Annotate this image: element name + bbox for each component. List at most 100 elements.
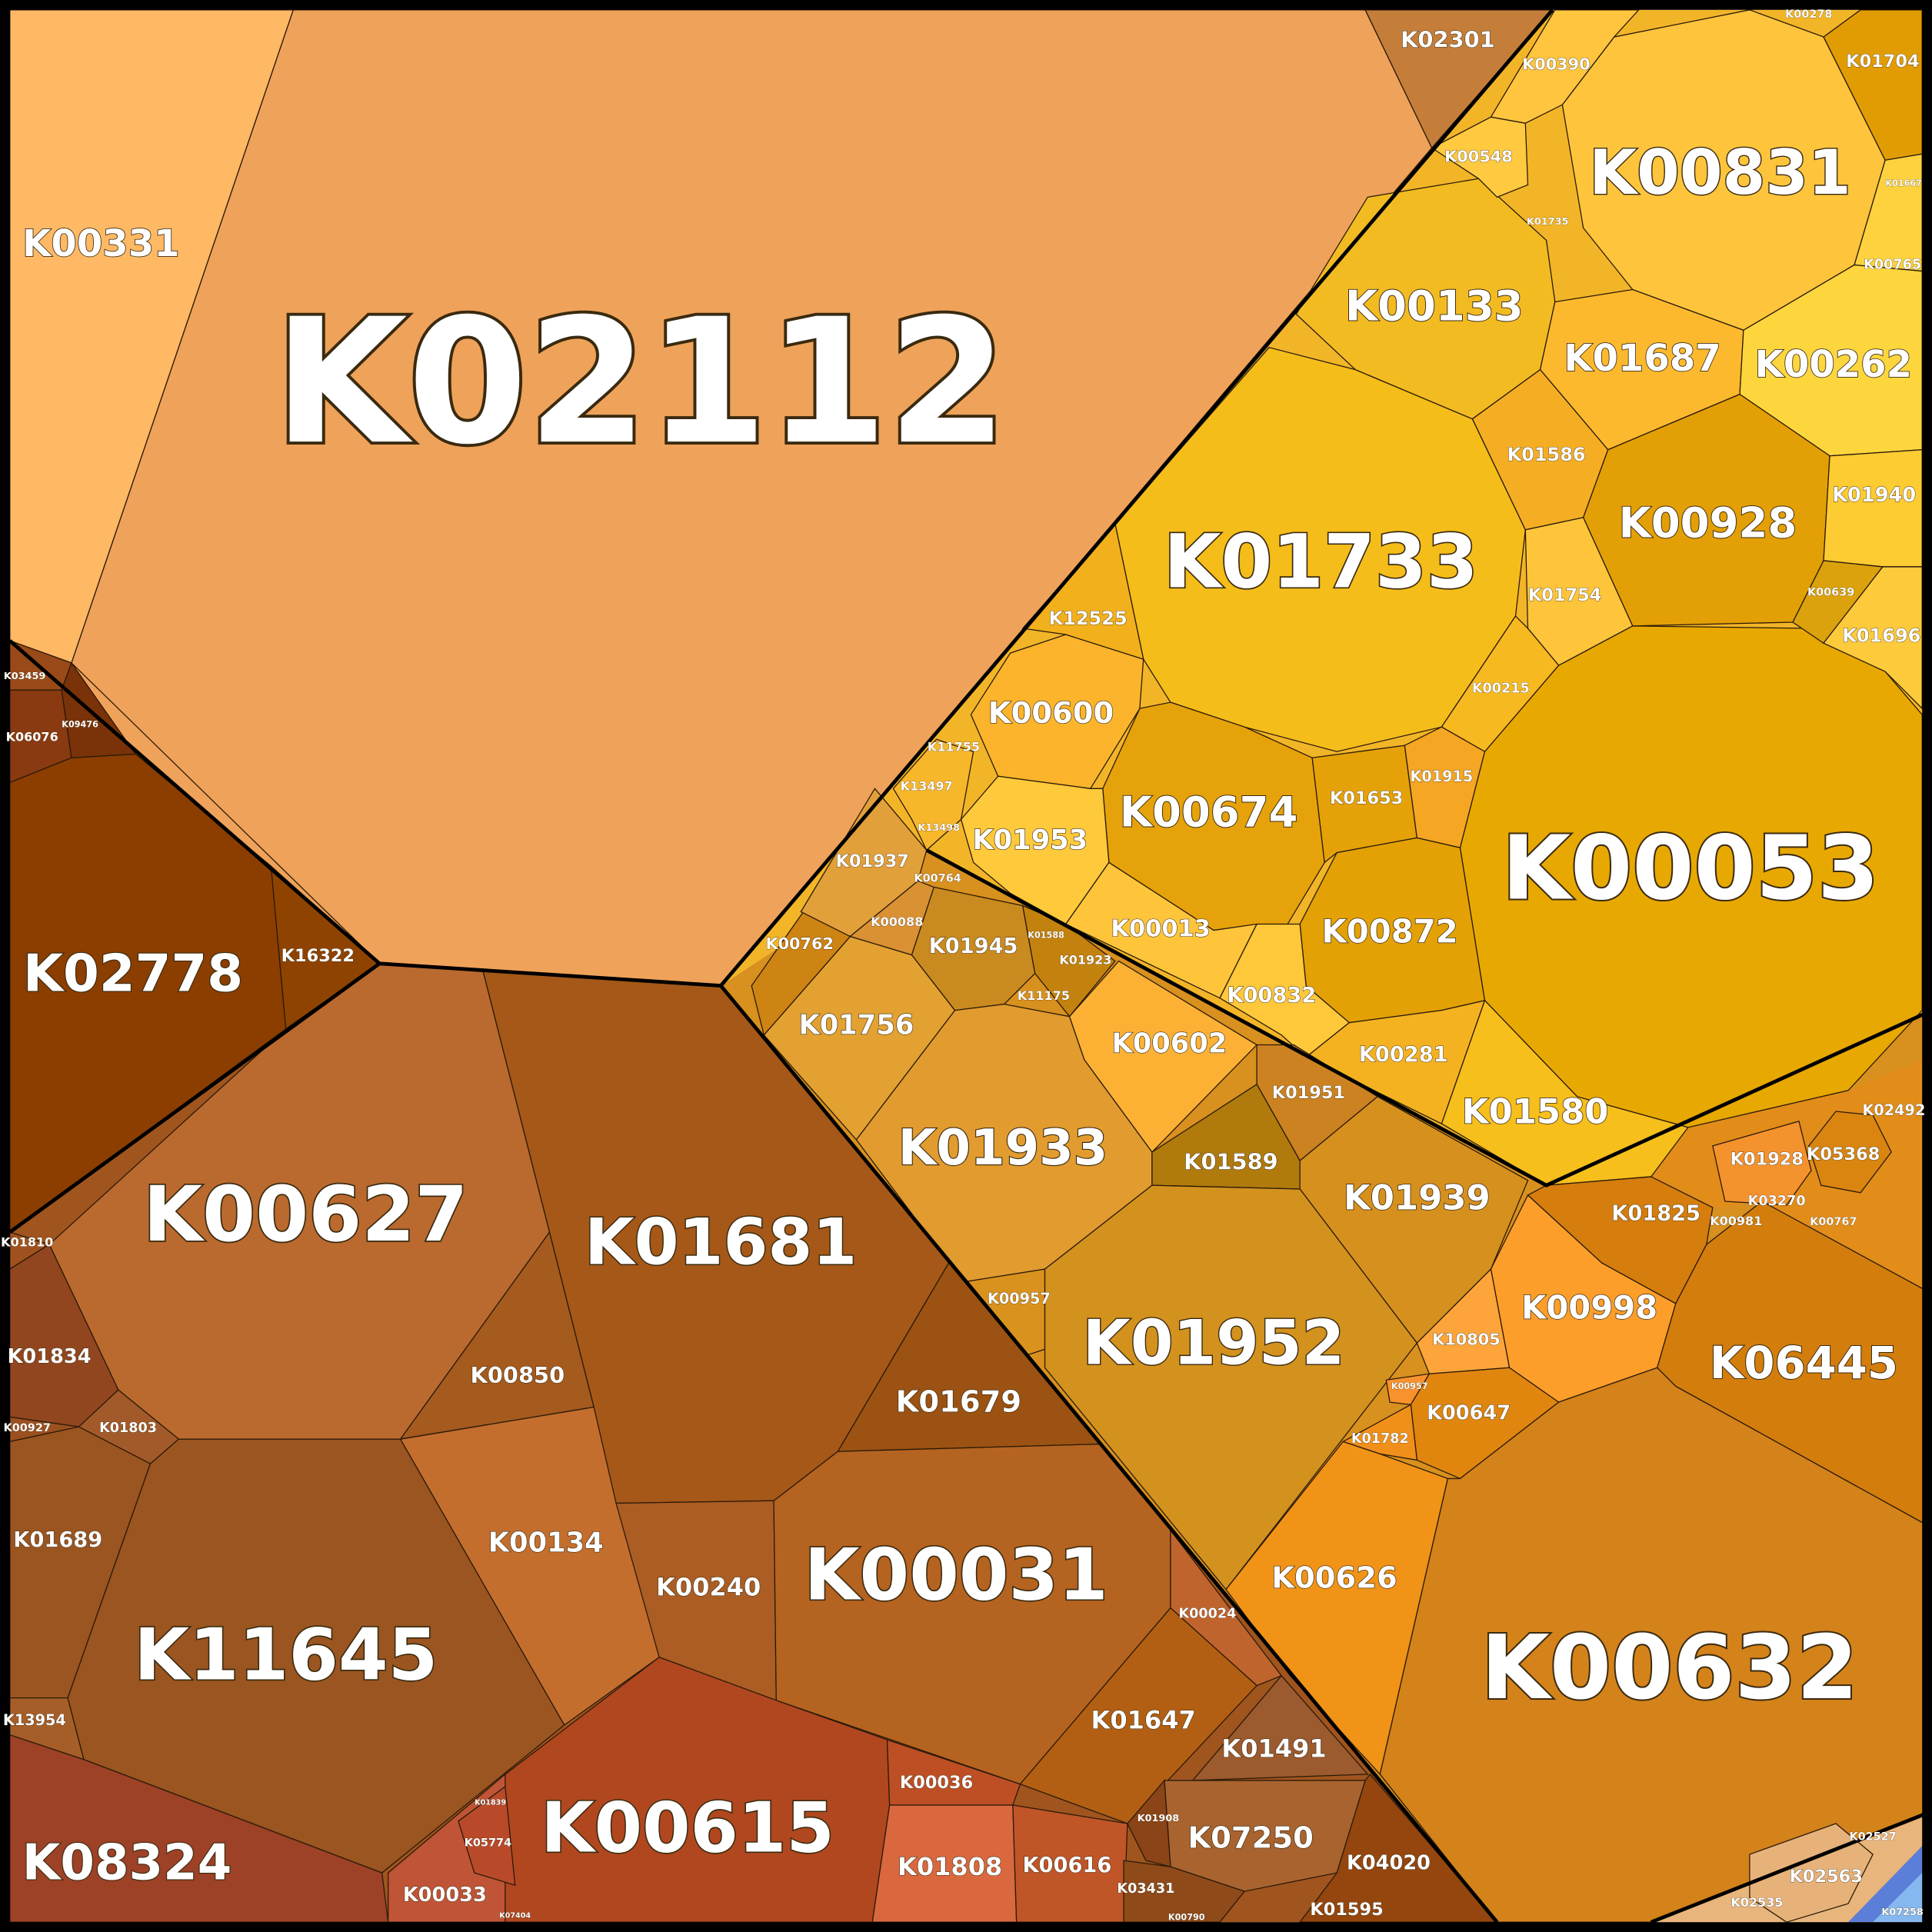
cell-label: K00762 xyxy=(765,934,834,953)
labels: K02112 K00331 K02301 K02778 K16322 K06076 K034… xyxy=(1,8,1926,1923)
cell xyxy=(1823,449,1923,568)
cell-label: K00872 xyxy=(1322,913,1458,951)
cell-label: K00036 xyxy=(900,1773,973,1793)
cell-label: K13498 xyxy=(918,822,961,834)
cell-label: K01939 xyxy=(1344,1178,1491,1218)
cell-label: K00639 xyxy=(1807,587,1854,599)
border xyxy=(1650,1809,1932,1924)
cell xyxy=(1304,999,1486,1124)
cell xyxy=(458,1785,516,1887)
cell-label: K02527 xyxy=(1849,1831,1896,1844)
cell-label: K01940 xyxy=(1832,484,1916,507)
cell-label: K02563 xyxy=(1790,1867,1863,1887)
cell xyxy=(1431,116,1529,198)
cell-label: K01839 xyxy=(475,1798,506,1807)
cell-label: K08324 xyxy=(22,1834,232,1891)
cells xyxy=(9,9,1932,1923)
cell-label: K00053 xyxy=(1502,817,1880,920)
cell-label: K01923 xyxy=(1059,952,1111,967)
cell-label: K00627 xyxy=(143,1171,468,1259)
cell-label: K03270 xyxy=(1748,1194,1806,1209)
cell-label: K13954 xyxy=(3,1711,66,1729)
cell-label: K01945 xyxy=(929,934,1018,958)
cell-label: K01681 xyxy=(585,1204,857,1279)
cell-label: K01733 xyxy=(1164,519,1478,605)
cell-label: K01491 xyxy=(1221,1734,1326,1763)
cell xyxy=(1404,726,1486,848)
cell xyxy=(1712,1121,1812,1206)
cell-label: K00548 xyxy=(1444,147,1513,165)
cell-label: K01687 xyxy=(1564,337,1720,380)
cell-label: K01595 xyxy=(1310,1900,1383,1920)
cell-label: K00998 xyxy=(1521,1288,1657,1326)
cell xyxy=(1127,1779,1171,1867)
cell-label: K00832 xyxy=(1227,984,1316,1008)
cell-label: K00390 xyxy=(1522,55,1591,73)
cell-label: K00790 xyxy=(1168,1912,1205,1922)
cell-label: K00764 xyxy=(914,872,961,884)
cell xyxy=(1068,960,1258,1153)
cell-label: K01679 xyxy=(896,1385,1022,1420)
cell-label: K00602 xyxy=(1111,1028,1227,1059)
cell-label: K01580 xyxy=(1462,1091,1609,1132)
cell-label: K00957 xyxy=(1391,1381,1428,1391)
cell-label: K02535 xyxy=(1730,1895,1783,1910)
border xyxy=(8,8,1554,988)
cell-label: K00850 xyxy=(471,1362,565,1388)
cell-label: K00031 xyxy=(804,1533,1108,1616)
cell-label: K09476 xyxy=(62,720,98,730)
cell xyxy=(1657,1201,1932,1529)
cell-label: K00331 xyxy=(22,222,179,265)
cell-label: K00927 xyxy=(4,1422,51,1434)
cell-label: K01647 xyxy=(1091,1705,1196,1734)
cell-label: K01953 xyxy=(972,824,1088,856)
cell-label: K00281 xyxy=(1359,1043,1448,1067)
cell-label: K00981 xyxy=(1710,1214,1762,1228)
cell-label: K00767 xyxy=(1810,1216,1857,1228)
cell-label: K00278 xyxy=(1785,8,1832,21)
cell-label: K01951 xyxy=(1272,1083,1345,1103)
cell-label: K00262 xyxy=(1755,343,1912,386)
cell-label: K04020 xyxy=(1347,1851,1431,1874)
cell-label: K01735 xyxy=(1527,216,1569,228)
cell-label: K12525 xyxy=(1049,608,1128,629)
cell xyxy=(892,738,974,851)
cell-label: K00088 xyxy=(871,914,923,929)
cell-label: K11175 xyxy=(1018,988,1070,1003)
cell-label: K10805 xyxy=(1432,1330,1501,1348)
cell-label: K00831 xyxy=(1589,137,1851,208)
cell-label: K16322 xyxy=(281,946,355,966)
cell-label: K11645 xyxy=(134,1614,438,1697)
cell-label: K02778 xyxy=(23,944,243,1004)
cell-label: K01834 xyxy=(8,1345,92,1368)
border xyxy=(719,984,1499,1924)
cell-label: K01754 xyxy=(1528,585,1601,605)
cell-label: K02301 xyxy=(1401,26,1495,52)
cell-label: K01589 xyxy=(1184,1149,1278,1175)
cell-label: K01952 xyxy=(1083,1307,1345,1379)
cell-label: K00765 xyxy=(1864,257,1921,272)
cell-label: K02492 xyxy=(1862,1101,1925,1119)
cell-label: K01689 xyxy=(13,1528,102,1552)
cell-label: K01782 xyxy=(1351,1431,1409,1447)
cell-label: K01825 xyxy=(1611,1202,1700,1226)
cell-label: K00215 xyxy=(1472,681,1530,697)
border xyxy=(925,848,1932,1188)
cell xyxy=(1524,517,1634,666)
cell-label: K01937 xyxy=(836,851,909,871)
cell-label: K01908 xyxy=(1138,1813,1180,1824)
cell-label: K01933 xyxy=(898,1120,1108,1177)
border xyxy=(8,961,381,1234)
cell-label: K01586 xyxy=(1507,444,1585,465)
cell xyxy=(1219,923,1351,1058)
cell-label: K00647 xyxy=(1427,1402,1511,1425)
cell-label: K06445 xyxy=(1710,1337,1898,1389)
cell-label: K01756 xyxy=(798,1009,914,1041)
cell xyxy=(1191,1674,1369,1781)
cell-label: K01704 xyxy=(1846,52,1919,72)
cell-label: K00134 xyxy=(488,1527,604,1558)
cell-label: K00033 xyxy=(403,1884,487,1907)
